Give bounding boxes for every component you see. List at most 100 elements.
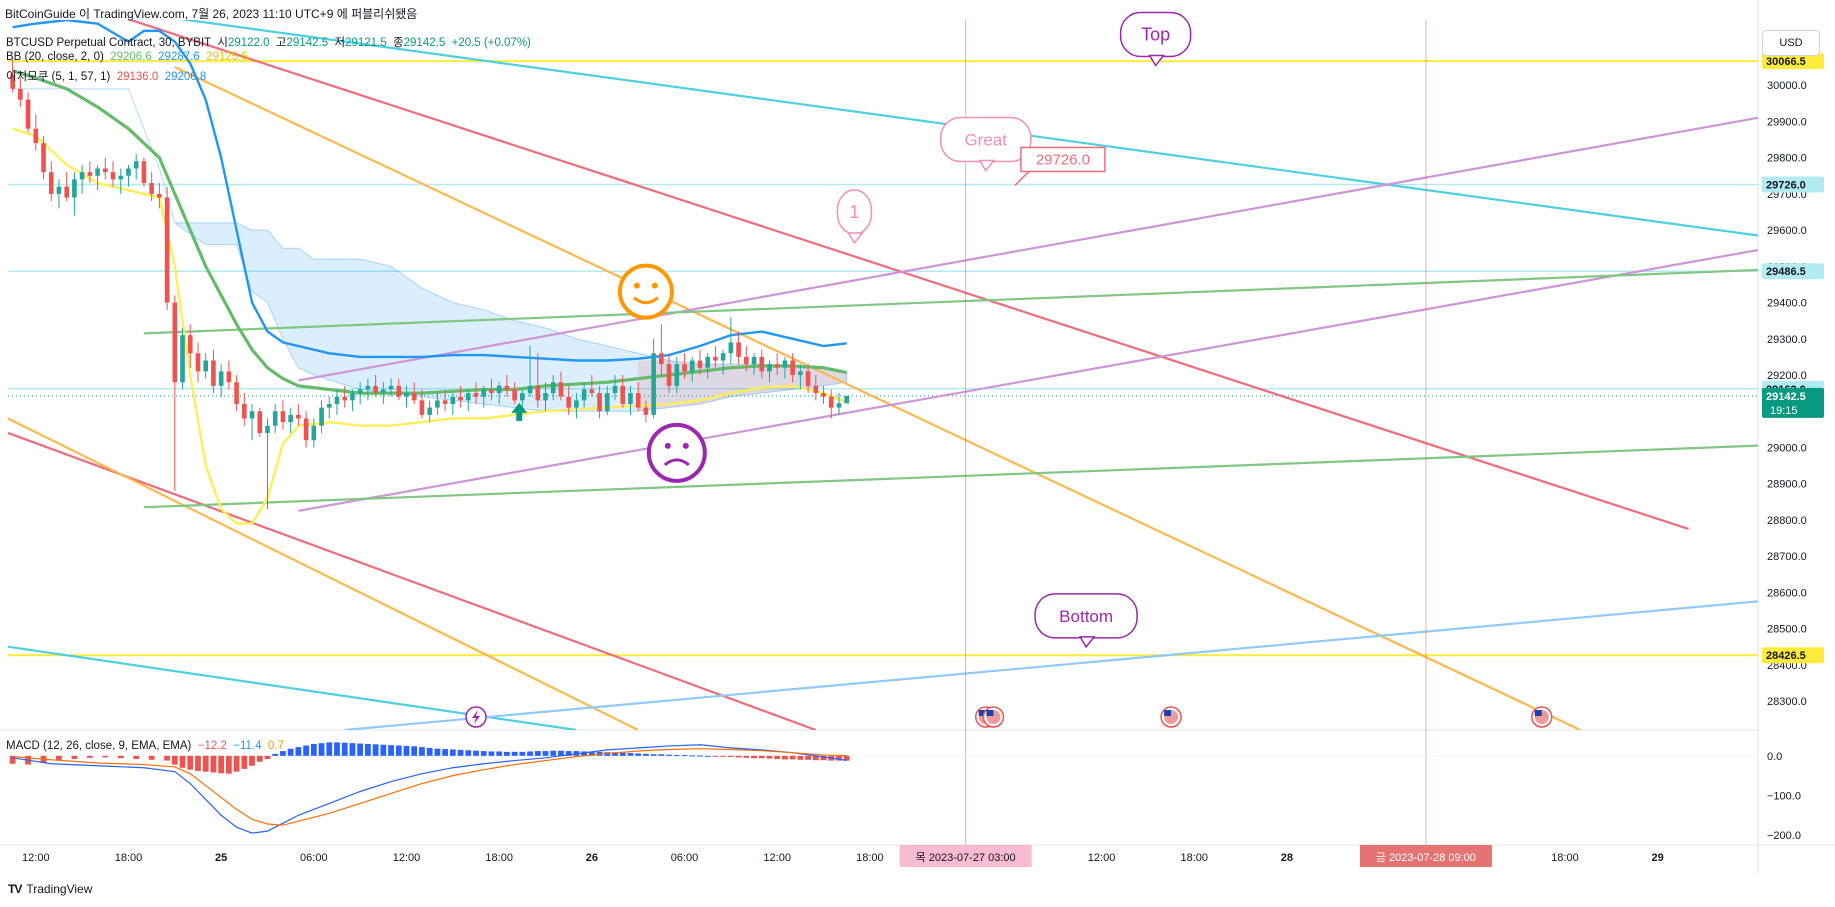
candle-body [566,396,571,408]
price-label-box[interactable] [1762,53,1824,70]
macd-hist-bar [666,754,672,756]
candle-body [157,193,162,198]
event-icons[interactable] [465,706,1553,728]
symbol-legend: BTCUSD Perpetual Contract, 30, BYBIT 시29… [6,34,531,50]
macd-hist-bar [836,755,842,761]
macd-hist-bar [673,755,680,757]
macd-hist-bar [380,744,387,756]
macd-hist-bar [504,751,510,756]
macd-hist-bar [751,755,757,759]
candle-body [33,128,39,144]
candle-body [628,393,633,404]
date-highlight-box[interactable] [1359,845,1492,867]
price-label-box[interactable] [1762,647,1824,664]
open-label: 시 [217,37,228,49]
callout-tail [1078,636,1096,649]
price-tick-label: 29000.0 [1767,442,1807,454]
sad-face-mouth [663,458,690,467]
macd-hist-bar [480,751,487,756]
candle-body [674,364,680,386]
candle-body [535,385,541,401]
macd-legend[interactable]: MACD (12, 26, close, 9, EMA, EMA) −12.2 … [6,740,284,752]
price-label-text: 28426.5 [1766,650,1806,662]
price-label-box[interactable] [1762,387,1824,418]
macd-hist-bar [372,744,379,756]
trendline-orange[interactable] [174,66,1581,730]
price-note-box[interactable] [1020,146,1106,173]
macd-hist-bar [457,749,464,756]
candle-body [450,396,456,404]
trendlines[interactable] [8,6,1758,730]
candle-body [288,414,293,423]
candle-body [751,356,757,365]
candle-body [373,385,378,394]
candle-body [381,389,386,394]
price-tick-label: 29900.0 [1767,116,1807,128]
macd-hist-bar [86,755,93,758]
candle-body [813,385,819,394]
callout-text: Great [964,131,1007,150]
price-label-box[interactable] [1762,176,1824,193]
trendline-purple[interactable] [298,248,1758,512]
macd-hist-bar [449,749,456,756]
trendline-cyan[interactable] [82,6,1758,237]
price-label-box[interactable] [1762,263,1824,280]
annotations[interactable]: Top Great 29726.0 1 Bottom [511,11,1192,649]
vertical-markers [965,20,1427,845]
macd-hist-bar [774,755,781,760]
macd-hist-bar [395,745,402,756]
macd-hist-bar [789,755,796,760]
candle-body [743,356,749,365]
trendline-red[interactable] [8,431,817,730]
time-tick-label: 18:00 [1180,852,1208,864]
candle-body [473,393,479,397]
trendline-purple[interactable] [298,116,1758,382]
time-tick-label: 12:00 [22,852,50,864]
candle-body [496,385,502,394]
macd-hist-bar [627,753,634,756]
candle-body [411,393,417,401]
candle-body [767,364,772,372]
change-value: +20.5 (+0.07%) [451,37,531,49]
trendline-orange[interactable] [8,417,639,730]
macd-hist-bar [534,751,541,756]
candle-body [759,356,765,372]
ichimoku-value-1: 29136.0 [116,71,159,83]
macd-hist-bar [426,747,433,756]
candle-body [682,364,687,372]
macd-hist-bar [473,750,479,756]
candle-body [396,385,402,397]
candle-body [736,342,741,357]
price-label-text: 29726.0 [1766,179,1806,191]
candle-body [334,396,340,404]
macd-hist-bar [341,742,348,756]
macd-hist-bar [411,746,418,756]
trendline-blue[interactable] [344,600,1758,730]
ichimoku-legend[interactable]: 이치모쿠 (5, 1, 57, 1) 29136.0 29206.8 [6,68,206,84]
macd-hist-bar [310,743,317,756]
bb-legend[interactable]: BB (20, close, 2, 0) 29206.6 29287.6 291… [6,51,248,63]
candle-body [311,425,317,441]
candle-body [836,403,842,408]
date-highlight-box[interactable] [899,845,1032,867]
callout-text: 1 [849,202,859,222]
time-axis[interactable]: 12:00 18:00 25 06:00 12:00 18:00 26 06:00 12:00 1… [22,845,1664,867]
currency-button[interactable]: USD [1762,30,1820,56]
candle-body [72,179,77,198]
macd-hist-bar [249,755,255,766]
candle-body [56,186,62,194]
symbol-title[interactable]: BTCUSD Perpetual Contract, 30, BYBIT [6,37,211,49]
countdown-text: 19:15 [1770,405,1798,417]
trendline-red[interactable] [98,9,1689,530]
macd-hist-bar [550,750,557,756]
macd-hist-bar [264,755,271,760]
price-axis[interactable]: 0.0−100.0−200.028300.028400.028500.02860… [1762,44,1824,842]
candle-body [404,393,409,397]
candle-body [211,360,216,386]
tradingview-brand[interactable]: TV TradingView [8,882,92,896]
trendline-green[interactable] [143,444,1758,509]
candle-body [203,360,209,372]
candle-body [272,411,278,426]
trendline-green[interactable] [143,268,1758,335]
